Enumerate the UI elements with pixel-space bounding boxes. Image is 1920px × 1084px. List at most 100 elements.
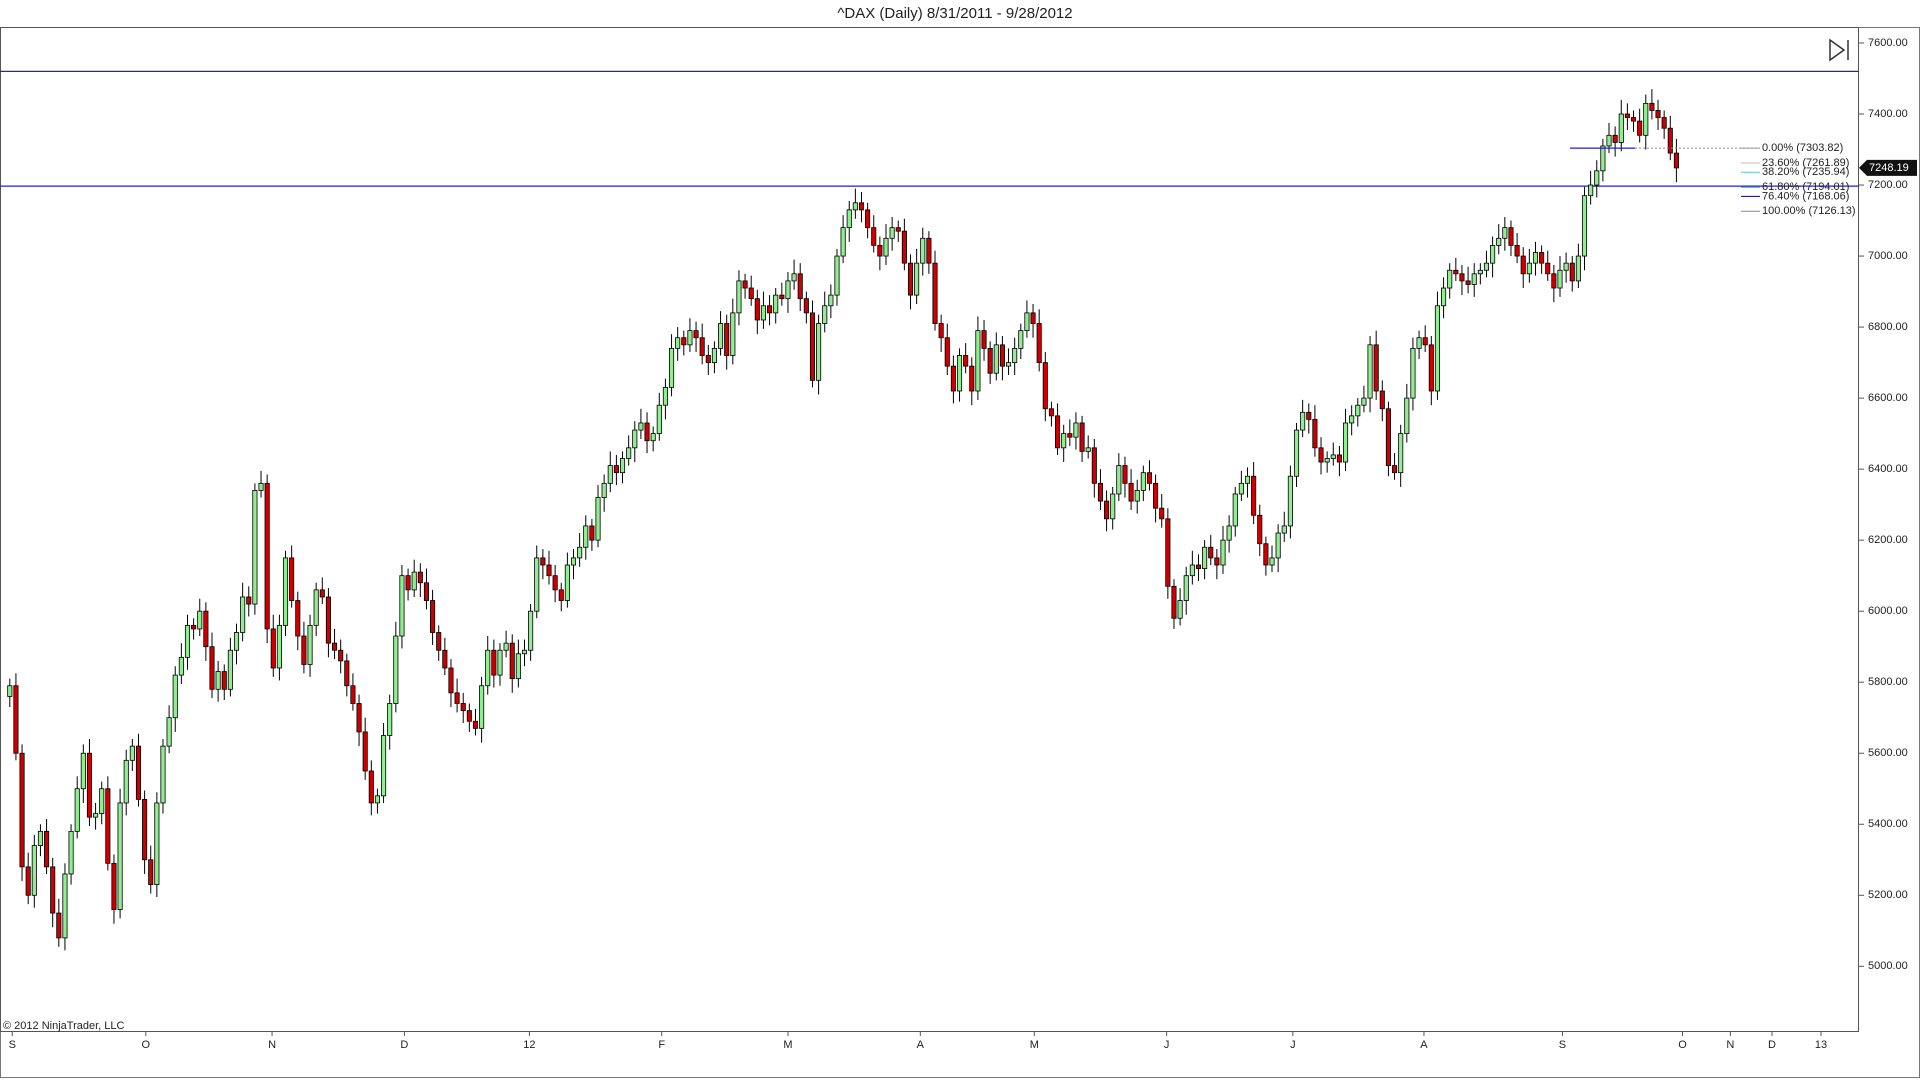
candle-body: [858, 202, 865, 211]
candle-body: [907, 262, 914, 296]
candle-body: [1526, 262, 1532, 275]
candle-body: [1502, 227, 1508, 239]
candle-body: [417, 571, 423, 584]
candle-body: [282, 557, 289, 626]
candle-body: [1655, 110, 1661, 118]
candle-body: [1232, 493, 1238, 527]
candle-body: [1539, 252, 1545, 264]
candle-body: [601, 482, 607, 498]
candle-body: [1269, 557, 1275, 566]
candle-body: [1477, 269, 1483, 275]
candle-body: [362, 731, 368, 772]
candle-body: [80, 752, 86, 790]
candle-body: [1637, 120, 1643, 136]
candle-body: [668, 347, 675, 388]
candle-body: [86, 752, 93, 818]
candle-body: [1428, 344, 1434, 392]
candle-body: [1336, 454, 1342, 463]
candle-body: [1594, 170, 1600, 186]
candle-body: [485, 649, 491, 687]
candle-body: [191, 624, 197, 630]
candle-body: [1048, 408, 1054, 417]
candle-body: [528, 610, 534, 651]
candle-body: [129, 745, 135, 761]
candle-body: [56, 912, 62, 939]
candle-body: [233, 632, 240, 651]
candle-body: [19, 752, 25, 868]
candle-body: [1116, 465, 1122, 495]
candle-body: [1618, 113, 1624, 143]
candle-body: [754, 298, 760, 321]
candle-body: [1091, 447, 1097, 484]
candle-body: [68, 830, 74, 875]
candle-body: [895, 227, 901, 232]
candle-body: [7, 685, 13, 697]
candle-body: [748, 287, 754, 300]
candle-body: [307, 624, 313, 665]
scroll-end-button[interactable]: [1829, 38, 1849, 62]
candle-body: [699, 337, 705, 356]
candle-body: [687, 330, 693, 346]
candle-body: [791, 273, 797, 282]
candle-body: [374, 795, 380, 804]
candle-body: [779, 294, 785, 300]
candle-body: [44, 830, 50, 868]
candle-body: [1036, 323, 1042, 363]
x-tick-label: J: [1164, 1039, 1170, 1051]
candle-body: [724, 323, 730, 356]
y-tick-label: 5200.00: [1868, 889, 1908, 901]
fib-level-label: 61.80% (7194.01): [1762, 181, 1849, 193]
copyright: © 2012 NinjaTrader, LLC: [3, 1020, 124, 1032]
candle-body: [1287, 475, 1293, 527]
candle-body: [1005, 362, 1012, 367]
candle-body: [1600, 145, 1606, 172]
candle-body: [301, 635, 307, 665]
candle-body: [1263, 543, 1269, 566]
candle-body: [644, 422, 650, 442]
candle-body: [1342, 422, 1349, 463]
candle-body: [1471, 273, 1477, 285]
candle-body: [797, 273, 803, 300]
candle-body: [883, 237, 889, 257]
candle-body: [1312, 419, 1318, 449]
candle-body: [1195, 564, 1202, 569]
y-tick-label: 5400.00: [1868, 818, 1908, 830]
y-tick-label: 7400.00: [1868, 108, 1908, 120]
x-tick-label: 12: [523, 1039, 535, 1051]
candle-body: [1673, 152, 1679, 169]
candle-body: [1300, 411, 1306, 431]
candle-body: [865, 209, 871, 229]
candle-body: [1146, 472, 1153, 484]
candle-body: [1630, 117, 1637, 122]
x-tick-label: M: [783, 1039, 792, 1051]
candle-body: [613, 465, 619, 474]
candle-body: [1220, 539, 1226, 566]
candle-body: [1349, 415, 1355, 424]
candle-body: [1355, 404, 1361, 417]
candle-body: [356, 703, 362, 733]
candle-body: [252, 490, 258, 605]
candle-body: [742, 280, 748, 289]
candle-body: [184, 624, 191, 658]
candle-body: [558, 589, 564, 601]
candle-body: [607, 465, 613, 484]
y-tick-label: 7600.00: [1868, 37, 1908, 49]
x-tick-label: F: [658, 1039, 665, 1051]
y-tick-label: 7200.00: [1868, 179, 1908, 191]
candle-body: [521, 649, 528, 655]
candle-body: [711, 347, 717, 363]
candle-body: [1459, 273, 1465, 282]
candle-body: [540, 557, 546, 566]
candle-body: [460, 703, 466, 712]
candle-body: [332, 642, 338, 651]
candle-body: [999, 344, 1005, 367]
candle-body: [981, 330, 987, 349]
candle-body: [111, 862, 117, 910]
candle-body: [1104, 500, 1110, 520]
candle-body: [203, 610, 209, 648]
candle-body: [718, 323, 724, 349]
candle-body: [1012, 347, 1018, 363]
candle-body: [1447, 269, 1453, 289]
y-tick-label: 6600.00: [1868, 392, 1908, 404]
x-tick-label: A: [1420, 1039, 1428, 1051]
